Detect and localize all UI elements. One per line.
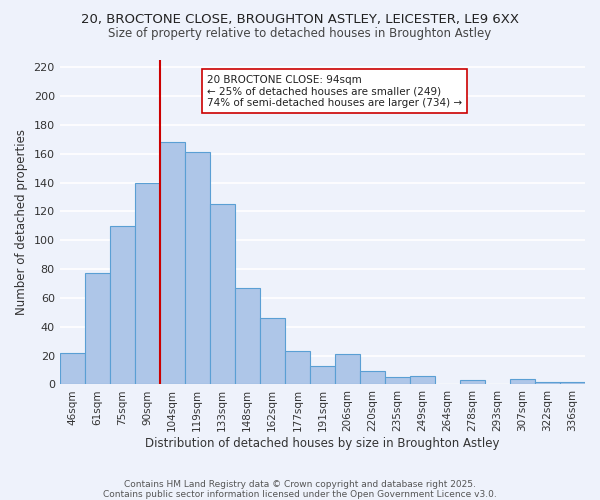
Bar xyxy=(460,380,485,384)
Bar xyxy=(535,382,560,384)
Bar xyxy=(385,377,410,384)
Bar xyxy=(310,366,335,384)
Bar xyxy=(285,352,310,384)
Text: 20 BROCTONE CLOSE: 94sqm
← 25% of detached houses are smaller (249)
74% of semi-: 20 BROCTONE CLOSE: 94sqm ← 25% of detach… xyxy=(207,74,462,108)
Bar xyxy=(135,182,160,384)
Bar xyxy=(260,318,285,384)
Bar xyxy=(235,288,260,384)
Bar xyxy=(85,274,110,384)
Bar xyxy=(335,354,360,384)
Y-axis label: Number of detached properties: Number of detached properties xyxy=(15,129,28,315)
Text: 20, BROCTONE CLOSE, BROUGHTON ASTLEY, LEICESTER, LE9 6XX: 20, BROCTONE CLOSE, BROUGHTON ASTLEY, LE… xyxy=(81,12,519,26)
Text: Contains HM Land Registry data © Crown copyright and database right 2025.: Contains HM Land Registry data © Crown c… xyxy=(124,480,476,489)
Bar xyxy=(160,142,185,384)
Bar xyxy=(410,376,435,384)
Bar xyxy=(510,378,535,384)
Bar xyxy=(360,372,385,384)
Text: Size of property relative to detached houses in Broughton Astley: Size of property relative to detached ho… xyxy=(109,28,491,40)
X-axis label: Distribution of detached houses by size in Broughton Astley: Distribution of detached houses by size … xyxy=(145,437,500,450)
Bar xyxy=(59,352,85,384)
Bar xyxy=(185,152,210,384)
Bar xyxy=(210,204,235,384)
Bar xyxy=(560,382,585,384)
Text: Contains public sector information licensed under the Open Government Licence v3: Contains public sector information licen… xyxy=(103,490,497,499)
Bar xyxy=(110,226,135,384)
